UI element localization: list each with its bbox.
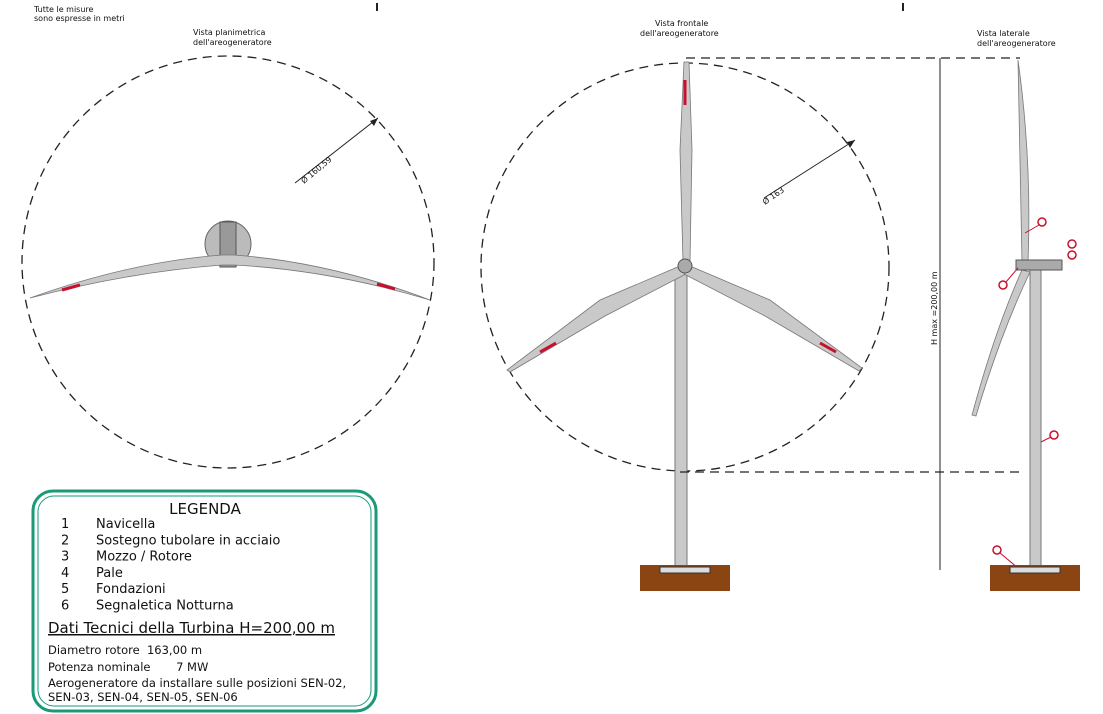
view-title: dell'areogeneratore <box>640 29 719 38</box>
technical-line: Diametro rotore 163,00 m <box>48 643 202 657</box>
blade <box>972 270 1030 416</box>
callout <box>999 281 1007 289</box>
note-line: Tutte le misure <box>33 5 94 14</box>
arrow <box>370 118 378 126</box>
technical-lines: Diametro rotore 163,00 m Potenza nominale… <box>48 643 346 704</box>
callout <box>1038 218 1046 226</box>
tower <box>1030 270 1041 568</box>
technical-line: Aerogeneratore da installare sulle posiz… <box>48 676 346 690</box>
view-title: dell'areogeneratore <box>977 39 1056 48</box>
tower <box>675 268 687 568</box>
foundation <box>660 567 710 573</box>
arrow <box>847 140 855 148</box>
blades <box>30 255 430 300</box>
nacelle <box>1016 260 1062 270</box>
legend-number: 6 <box>61 599 69 614</box>
legend-number: 4 <box>61 566 69 581</box>
legend-label: Mozzo / Rotore <box>96 550 192 565</box>
view-title: Vista laterale <box>977 29 1030 38</box>
technical-title: Dati Tecnici della Turbina H=200,00 m <box>48 619 335 637</box>
blade <box>507 266 686 372</box>
legend-items: 1 Navicella 2 Sostegno tubolare in acciaio 3… <box>61 517 280 614</box>
drawing: Tutte le misure sono espresse in metri V… <box>0 0 1103 714</box>
legend-label: Fondazioni <box>96 582 166 597</box>
dimension: Ø 163 <box>760 185 785 207</box>
callout-line <box>1041 437 1051 442</box>
legend-label: Pale <box>96 566 123 581</box>
callout-line <box>1006 268 1018 282</box>
hub <box>678 259 692 273</box>
callout <box>993 546 1001 554</box>
legend-number: 1 <box>61 517 69 532</box>
legend-number: 5 <box>61 582 69 597</box>
dimension: Ø 160,59 <box>299 154 334 185</box>
view-title: Vista frontale <box>655 19 708 28</box>
height-dimension: H max =200,00 m <box>930 271 939 345</box>
legend-label: Segnaletica Notturna <box>96 599 234 614</box>
legend-label: Navicella <box>96 517 155 532</box>
legend-number: 3 <box>61 550 69 565</box>
callout <box>1068 240 1076 248</box>
legend-number: 2 <box>61 533 69 548</box>
legend-title: LEGENDA <box>169 500 241 518</box>
view-title: dell'areogeneratore <box>193 38 272 47</box>
technical-line: SEN-03, SEN-04, SEN-05, SEN-06 <box>48 690 238 704</box>
callout <box>1068 251 1076 259</box>
technical-line: Potenza nominale 7 MW <box>48 660 208 674</box>
foundation <box>1010 567 1060 573</box>
note-line: sono espresse in metri <box>34 14 125 23</box>
view-title: Vista planimetrica <box>193 28 266 37</box>
blade <box>684 266 862 371</box>
legend-label: Sostegno tubolare in acciaio <box>96 533 280 548</box>
callout <box>1050 431 1058 439</box>
